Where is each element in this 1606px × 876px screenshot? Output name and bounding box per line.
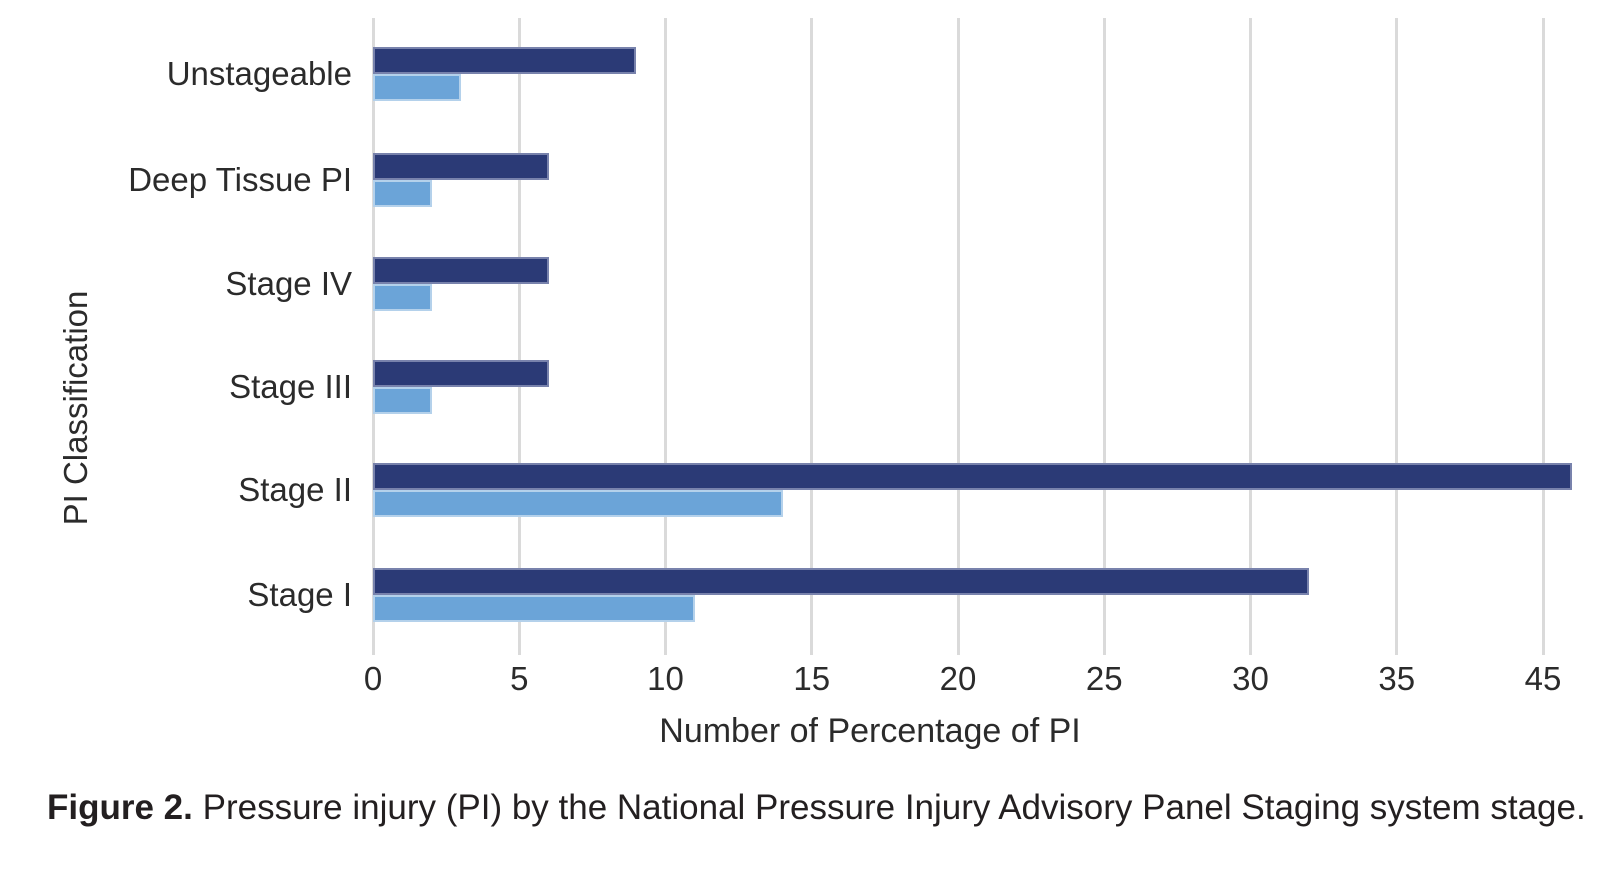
- bar-series-light-blue: [373, 490, 783, 517]
- gridline: [1249, 18, 1252, 655]
- x-tick-label: 0: [363, 660, 383, 697]
- bar-series-light-blue: [373, 74, 461, 101]
- x-axis-title: Number of Percentage of PI: [659, 712, 1081, 750]
- x-tick-label: 30: [1232, 660, 1269, 697]
- x-tick-label: 15: [793, 660, 831, 697]
- category-label: Unstageable: [166, 55, 352, 92]
- x-tick-label: 5: [510, 660, 529, 697]
- gridline: [810, 18, 814, 655]
- figure-caption: Figure 2. Pressure injury (PI) by the Na…: [47, 788, 1586, 828]
- figure-caption-text: Pressure injury (PI) by the National Pre…: [192, 788, 1586, 827]
- category-label: Stage II: [238, 471, 352, 508]
- gridline: [517, 18, 521, 655]
- bar-series-dark-blue: [373, 257, 549, 284]
- bar-series-dark-blue: [373, 153, 549, 180]
- category-label: Stage III: [229, 368, 352, 405]
- x-tick-label: 25: [1085, 660, 1123, 697]
- bar-series-dark-blue: [373, 568, 1309, 595]
- x-tick-label: 45: [1524, 660, 1562, 697]
- gridline: [371, 18, 375, 655]
- category-label: Stage I: [247, 576, 352, 613]
- x-tick-label: 35: [1378, 660, 1416, 697]
- x-tick-label: 10: [647, 660, 684, 697]
- category-label: Deep Tissue PI: [128, 161, 352, 198]
- gridline: [956, 18, 960, 655]
- bar-series-light-blue: [373, 284, 432, 311]
- bar-series-light-blue: [373, 595, 695, 622]
- x-tick-label: 20: [939, 660, 977, 697]
- gridline: [1541, 18, 1545, 655]
- gridline: [1102, 18, 1106, 655]
- gridline: [664, 18, 667, 655]
- figure-caption-label: Figure 2.: [47, 788, 193, 827]
- plot-area: [371, 18, 1573, 655]
- category-label: Stage IV: [225, 265, 352, 302]
- bar-series-light-blue: [373, 387, 432, 414]
- bar-series-dark-blue: [373, 360, 549, 387]
- bar-series-dark-blue: [373, 47, 637, 74]
- gridline: [1395, 18, 1399, 655]
- bar-series-dark-blue: [373, 463, 1573, 490]
- bar-series-light-blue: [373, 180, 432, 207]
